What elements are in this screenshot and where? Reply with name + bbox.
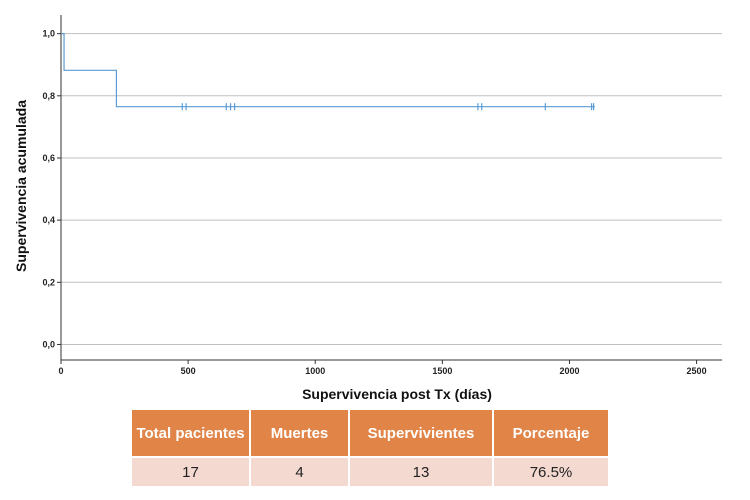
y-tick-label: 0,6 (42, 153, 55, 163)
survival-step-line (61, 33, 595, 108)
value-muertes: 4 (249, 456, 350, 488)
y-tick-label: 0,8 (42, 91, 55, 101)
x-tick-label: 1000 (305, 366, 325, 376)
y-axis-title: Supervivencia acumulada (13, 100, 29, 272)
header-porcentaje: Porcentaje (492, 408, 610, 458)
x-axis-title: Supervivencia post Tx (días) (302, 386, 492, 402)
axes (57, 15, 722, 364)
header-total-pacientes: Total pacientes (130, 408, 251, 458)
survival-curve (61, 33, 595, 111)
gridlines (61, 33, 722, 345)
header-muertes: Muertes (249, 408, 350, 458)
tick-labels: 0,0 0,2 0,4 0,6 0,8 1,0 0 500 1000 1500 2000 2500 (42, 29, 706, 376)
summary-value-row: 17 4 13 76.5% (130, 456, 610, 488)
y-tick-label: 0,4 (42, 215, 55, 225)
km-chart: 0,0 0,2 0,4 0,6 0,8 1,0 0 500 1000 1500 2000 2500 S… (13, 15, 722, 402)
y-tick-label: 0,0 (42, 339, 55, 349)
header-supervivientes: Supervivientes (348, 408, 494, 458)
x-tick-label: 2000 (559, 366, 579, 376)
x-tick-label: 0 (58, 366, 63, 376)
value-total-pacientes: 17 (130, 456, 251, 488)
summary-table: Total pacientes Muertes Supervivientes P… (130, 408, 610, 488)
summary-header-row: Total pacientes Muertes Supervivientes P… (130, 408, 610, 458)
value-porcentaje: 76.5% (492, 456, 610, 488)
y-tick-label: 0,2 (42, 277, 55, 287)
value-supervivientes: 13 (348, 456, 494, 488)
x-tick-label: 1500 (432, 366, 452, 376)
x-tick-label: 500 (181, 366, 196, 376)
x-tick-label: 2500 (687, 366, 707, 376)
y-tick-label: 1,0 (42, 29, 55, 39)
